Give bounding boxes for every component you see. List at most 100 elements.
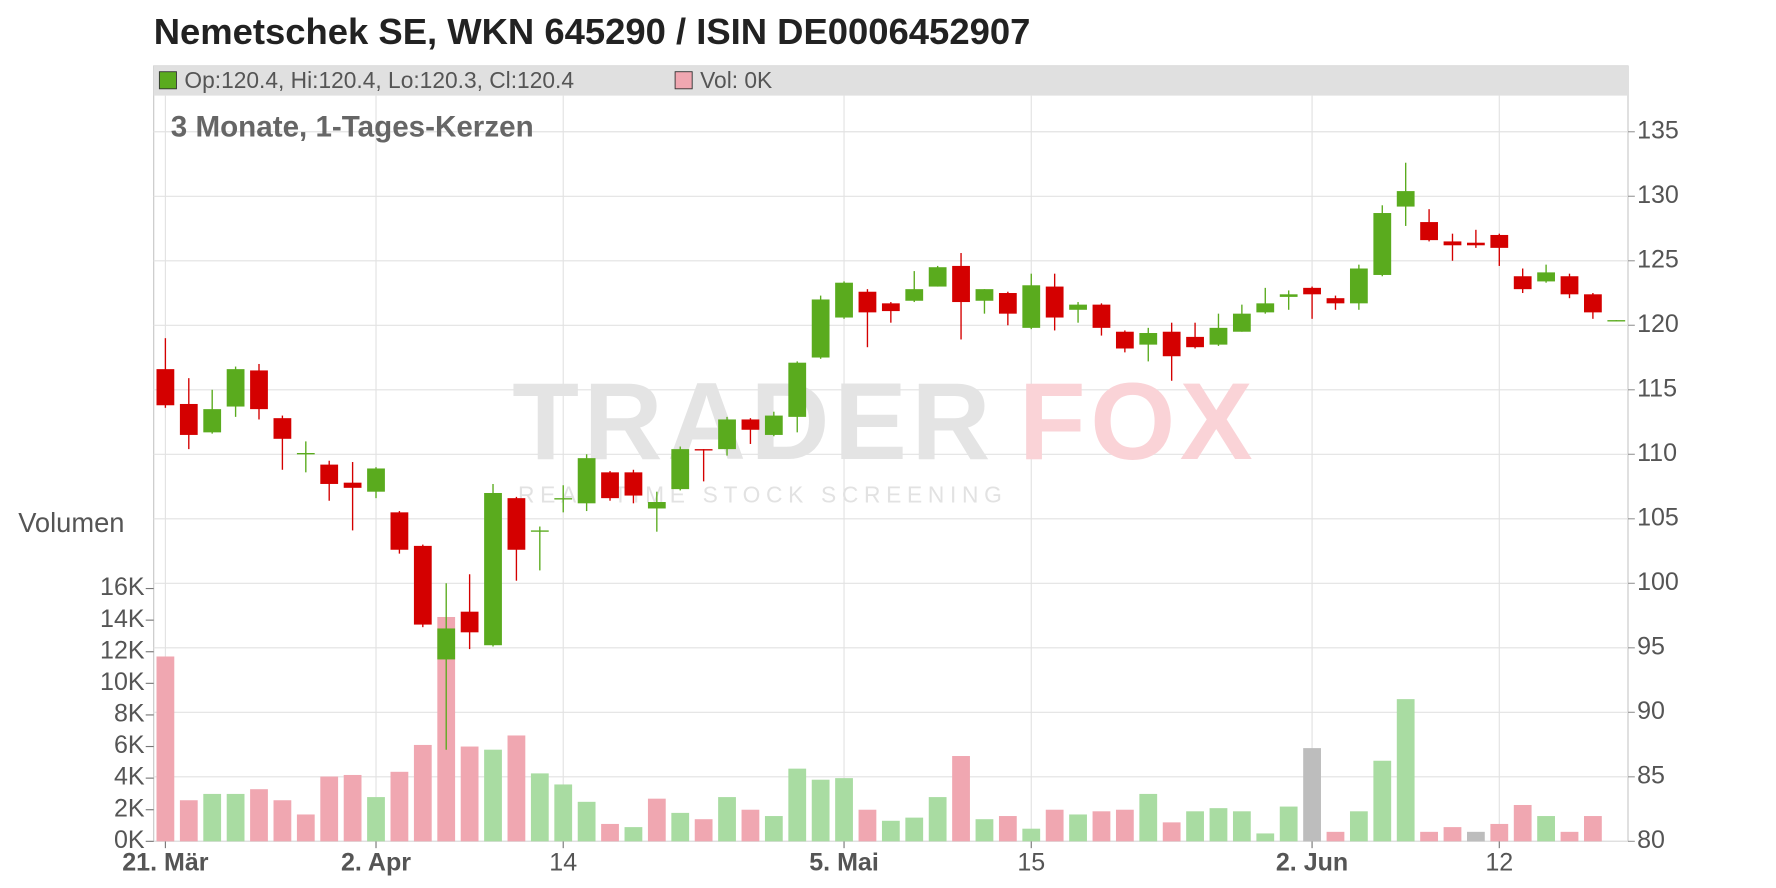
watermark-tagline: REAL-TIME STOCK SCREENING [518,481,1008,507]
candle-body [1420,222,1438,241]
y-tick-label: 130 [1637,181,1679,209]
volume-bar [1560,831,1579,842]
x-tick-label: 14 [549,849,577,877]
volume-bar [1349,811,1368,842]
volume-bar [1373,760,1392,842]
volume-bar [1326,831,1345,842]
y2-tick-label: 4K [114,763,145,791]
candle-body [1092,304,1111,328]
y2-tick-label: 16K [100,573,145,601]
candle-body [156,369,175,406]
candle-body [1022,285,1041,328]
x-tick-label: 21. Mär [122,849,209,877]
candle-body [647,502,666,509]
candle-body [905,289,924,301]
volume-bar [952,756,970,842]
candle-body [1115,331,1134,349]
candle-body [577,458,596,504]
candle-body [343,482,362,488]
volume-bar [1584,816,1602,842]
y2-tick-label: 6K [114,731,145,759]
candle-body [179,403,198,435]
candle-body [694,449,713,451]
volume-bar [788,768,807,842]
candle-body [624,472,643,496]
candle-body [858,291,877,313]
watermark: TRADER FOX REAL-TIME STOCK SCREENING [512,361,1252,507]
candle-body [250,370,268,410]
y-tick-label: 125 [1637,245,1679,273]
candle-body [741,419,760,430]
candle-body [998,293,1017,314]
candle-body [1326,298,1345,304]
volume-bar [343,774,362,842]
marks [156,162,1626,842]
candle-body [554,498,573,500]
volume-bar [530,773,549,842]
candle-body [928,267,947,287]
volume-bar [1022,828,1041,842]
candle-body [671,449,690,490]
candle-body [1139,333,1158,345]
volume-bar [296,814,315,842]
candle-body [1045,286,1064,318]
volume-bar [156,656,175,842]
candle-body [952,265,970,303]
volume-bar [273,800,292,842]
volume-bar [928,797,947,842]
y-tick-label: 110 [1637,439,1677,467]
candle-body [718,419,736,450]
candle-body [1303,287,1321,295]
legend-ohlc: Op:120.4, Hi:120.4, Lo:120.3, Cl:120.4 [184,67,574,93]
volume-bar [835,778,853,842]
candle-body [1607,320,1626,322]
candle-body [1560,276,1579,295]
y-tick-label: 120 [1637,310,1679,338]
candle-body [413,545,432,625]
candle-body [226,369,245,407]
candle-body [1069,304,1087,310]
legend-bar [153,66,1629,96]
candle-body [1443,241,1462,246]
volume-bar [367,797,385,842]
volume-bar [718,797,736,842]
x-tick-label: 5. Mai [809,849,879,877]
volume-bar [811,779,830,842]
y2-tick-label: 12K [100,636,145,664]
volume-bar [1513,804,1532,842]
volume-bar [1396,699,1415,842]
legend-swatch [158,71,177,90]
volume-bar [460,746,479,842]
volume-bar [694,819,713,842]
volume-bar [1443,827,1462,842]
candle-body [764,415,783,435]
volume-bar [881,820,900,842]
legend-volume: Vol: 0K [700,67,772,93]
volume-bar [1279,806,1298,842]
volume-bar [1115,809,1134,842]
y2-tick-label: 14K [100,605,145,633]
candle-body [1349,268,1368,304]
candle-body [1279,294,1298,297]
y2-tick-label: 10K [100,668,145,696]
volume-bar [203,793,222,842]
volume-bar [1232,811,1251,842]
candle-body [1466,242,1485,246]
volume-bar [624,827,643,842]
candle-body [1209,327,1228,345]
candle-body [1186,336,1204,348]
legend-swatch [674,71,693,90]
candle-body [1584,294,1602,313]
volume-bar [905,817,924,842]
volume-bar [1466,831,1485,842]
candle-body [1513,276,1532,290]
grid [145,95,1635,849]
x-tick-label: 12 [1485,849,1513,877]
candle-body [788,362,807,417]
y2-tick-label: 8K [114,700,145,728]
candle-body [1162,331,1181,357]
candle-body [273,418,292,439]
volume-bar [577,801,596,842]
candle-body [390,512,409,550]
y2-tick-label: 2K [114,794,145,822]
